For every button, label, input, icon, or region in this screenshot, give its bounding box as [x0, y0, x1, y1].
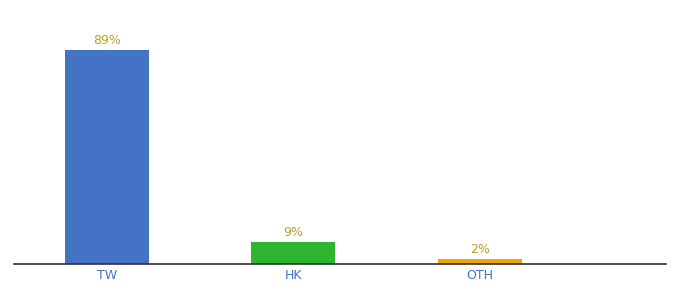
Bar — [438, 259, 522, 264]
Text: 89%: 89% — [93, 34, 121, 47]
Text: 9%: 9% — [284, 226, 303, 239]
Bar — [65, 50, 149, 264]
Bar — [252, 242, 335, 264]
Text: 2%: 2% — [470, 243, 490, 256]
